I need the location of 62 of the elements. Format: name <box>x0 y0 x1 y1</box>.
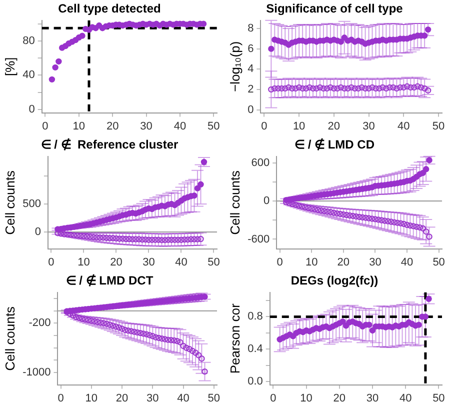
y-axis-title: Pearson cor <box>227 302 242 374</box>
x-tick-label: 20 <box>337 256 350 268</box>
x-tick-label: 20 <box>110 256 122 268</box>
x-tick-label: 30 <box>366 392 379 404</box>
x-tick-label: 40 <box>177 392 190 404</box>
y-axis-title: −log₁₀(p) <box>227 41 242 92</box>
x-tick-label: 30 <box>362 120 375 132</box>
y-tick-label: -600 <box>248 233 270 246</box>
chart-title: ∈ / ∉ Reference cluster <box>40 138 179 152</box>
y-tick-label: 0 <box>28 103 35 116</box>
y-tick-label: 6 <box>248 42 254 55</box>
y-tick-label: 600 <box>251 156 270 169</box>
x-tick-label: 30 <box>369 256 382 268</box>
y-tick-label: 0 <box>263 195 270 208</box>
x-tick-label: 20 <box>116 392 128 404</box>
chart-title: ∈ / ∉ LMD DCT <box>66 274 154 288</box>
x-tick-label: 50 <box>208 256 220 268</box>
y-axis-title: Cell counts <box>2 170 18 235</box>
x-tick-label: 10 <box>305 256 318 268</box>
x-tick-label: 50 <box>432 392 445 404</box>
chart-title: Cell type detected <box>58 2 161 16</box>
x-tick-label: 10 <box>292 120 306 132</box>
x-tick-label: 0 <box>58 392 64 404</box>
x-tick-label: 40 <box>175 256 188 268</box>
x-tick-label: 50 <box>432 120 445 132</box>
y-tick-label: -1000 <box>22 366 51 379</box>
x-tick-label: 0 <box>276 256 283 268</box>
x-tick-label: 20 <box>106 120 119 132</box>
chart-title: DEGs (log2(fc)) <box>290 274 378 288</box>
y-tick-label: 0.0 <box>248 376 263 388</box>
y-axis-title: [%] <box>2 57 18 76</box>
y-tick-label: 80 <box>22 34 35 47</box>
y-tick-label: -200 <box>28 317 51 330</box>
y-tick-label: 8 <box>248 22 254 35</box>
chart-title: Significance of cell type <box>266 2 404 16</box>
x-tick-label: 50 <box>208 120 220 132</box>
x-tick-label: 40 <box>400 256 414 268</box>
y-tick-label: 0.8 <box>248 310 263 323</box>
y-tick-label: 0 <box>248 104 254 116</box>
x-tick-label: 10 <box>300 392 312 404</box>
x-tick-label: 10 <box>78 256 90 268</box>
x-tick-label: 30 <box>146 392 159 404</box>
y-tick-label: 2 <box>248 83 254 96</box>
x-tick-label: 30 <box>140 120 152 132</box>
x-tick-label: 50 <box>208 392 220 404</box>
chart-title: ∈ / ∉ LMD CD <box>294 138 375 152</box>
y-axis-title: Cell counts <box>227 170 242 235</box>
y-tick-label: 500 <box>22 198 41 210</box>
y-tick-label: 0.4 <box>248 343 263 356</box>
x-tick-label: 10 <box>72 120 86 132</box>
y-tick-label: 0 <box>34 226 41 238</box>
x-tick-label: 20 <box>333 392 346 404</box>
x-tick-label: 40 <box>399 392 412 404</box>
y-axis-title: Cell counts <box>2 306 18 371</box>
x-tick-label: 40 <box>398 120 410 132</box>
y-tick-label: 40 <box>22 69 35 82</box>
x-tick-label: 30 <box>142 256 155 268</box>
x-tick-label: 20 <box>328 120 340 132</box>
x-tick-label: 10 <box>85 392 98 404</box>
x-tick-label: 40 <box>174 120 186 132</box>
y-tick-label: 4 <box>248 63 254 76</box>
x-tick-label: 50 <box>432 256 445 268</box>
